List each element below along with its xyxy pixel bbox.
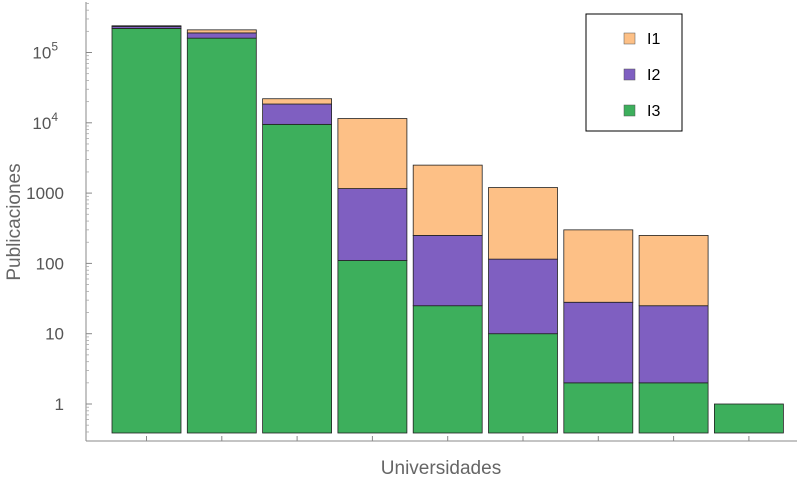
bar-segment-i1-7 bbox=[563, 229, 634, 303]
legend-swatch-i2 bbox=[623, 68, 636, 81]
bar-segment-i2-8 bbox=[638, 305, 709, 384]
y-tick-label: 100 bbox=[36, 254, 64, 273]
x-ticks bbox=[146, 436, 750, 441]
bar-segment-i2-2 bbox=[186, 32, 257, 39]
bar-segment-i2-4 bbox=[337, 188, 408, 261]
bar-segment-i1-4 bbox=[337, 118, 408, 189]
bar-segment-i1-1 bbox=[111, 25, 182, 27]
bar-segment-i3-5 bbox=[412, 305, 483, 434]
bar-segment-i2-5 bbox=[412, 235, 483, 307]
bar-segment-i3-8 bbox=[638, 382, 709, 434]
bar-segment-i1-3 bbox=[262, 98, 333, 105]
y-tick-label: 104 bbox=[32, 110, 58, 133]
y-tick-label: 10 bbox=[45, 325, 64, 344]
x-axis-title: Universidades bbox=[381, 458, 501, 479]
legend-swatch-i3 bbox=[623, 104, 636, 117]
bar-segment-i1-6 bbox=[488, 187, 558, 260]
bar-segment-i3-3 bbox=[262, 123, 333, 434]
bars-layer bbox=[111, 25, 784, 434]
bar-segment-i2-3 bbox=[262, 103, 333, 125]
legend-label-i3: I3 bbox=[647, 103, 660, 120]
y-tick-label: 105 bbox=[32, 40, 58, 63]
y-tick-label: 1 bbox=[55, 395, 64, 414]
bar-segment-i3-9 bbox=[714, 403, 784, 434]
y-axis-title: Publicaciones bbox=[4, 163, 25, 280]
bar-segment-i1-8 bbox=[638, 235, 709, 307]
bar-segment-i3-1 bbox=[111, 28, 182, 434]
legend-label-i2: I2 bbox=[647, 67, 660, 84]
bar-segment-i2-7 bbox=[563, 301, 634, 384]
y-tick-label: 1000 bbox=[26, 184, 64, 203]
bar-segment-i2-6 bbox=[488, 258, 558, 335]
bar-segment-i3-2 bbox=[186, 37, 257, 434]
bar-segment-i1-2 bbox=[186, 29, 257, 34]
legend: I1 I2 I3 bbox=[585, 13, 683, 132]
axes-layer: 1 10 100 1000 104 105 bbox=[26, 2, 797, 442]
bar-segment-i3-4 bbox=[337, 260, 408, 434]
y-ticks: 1 10 100 1000 104 105 bbox=[26, 2, 92, 433]
bar-segment-i1-5 bbox=[412, 164, 483, 236]
legend-label-i1: I1 bbox=[647, 31, 660, 48]
legend-swatch-i1 bbox=[623, 32, 636, 45]
bar-segment-i3-7 bbox=[563, 382, 634, 434]
bar-segment-i3-6 bbox=[488, 333, 558, 434]
